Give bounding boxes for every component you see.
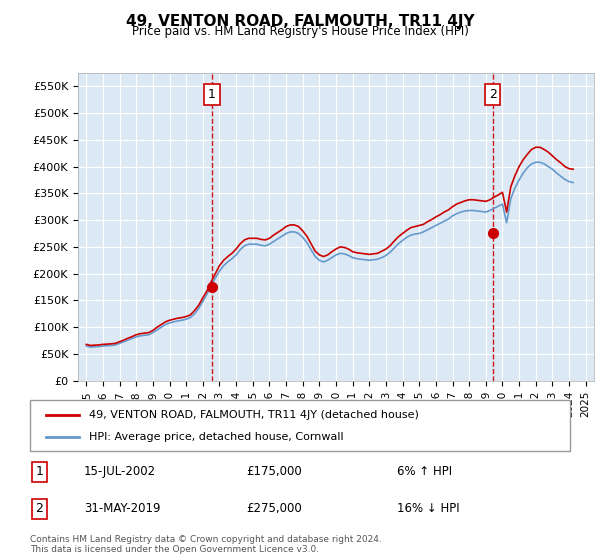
Text: 1: 1 <box>208 88 216 101</box>
Text: 49, VENTON ROAD, FALMOUTH, TR11 4JY: 49, VENTON ROAD, FALMOUTH, TR11 4JY <box>125 14 475 29</box>
Text: 49, VENTON ROAD, FALMOUTH, TR11 4JY (detached house): 49, VENTON ROAD, FALMOUTH, TR11 4JY (det… <box>89 409 419 419</box>
Text: 2: 2 <box>35 502 43 515</box>
Text: £175,000: £175,000 <box>246 465 302 478</box>
Text: 2: 2 <box>489 88 497 101</box>
Text: 15-JUL-2002: 15-JUL-2002 <box>84 465 156 478</box>
Text: Contains HM Land Registry data © Crown copyright and database right 2024.
This d: Contains HM Land Registry data © Crown c… <box>30 535 382 554</box>
Text: 31-MAY-2019: 31-MAY-2019 <box>84 502 161 515</box>
Text: 16% ↓ HPI: 16% ↓ HPI <box>397 502 460 515</box>
FancyBboxPatch shape <box>30 400 570 451</box>
Text: 6% ↑ HPI: 6% ↑ HPI <box>397 465 452 478</box>
Text: HPI: Average price, detached house, Cornwall: HPI: Average price, detached house, Corn… <box>89 432 344 442</box>
Text: £275,000: £275,000 <box>246 502 302 515</box>
Text: Price paid vs. HM Land Registry's House Price Index (HPI): Price paid vs. HM Land Registry's House … <box>131 25 469 38</box>
Text: 1: 1 <box>35 465 43 478</box>
